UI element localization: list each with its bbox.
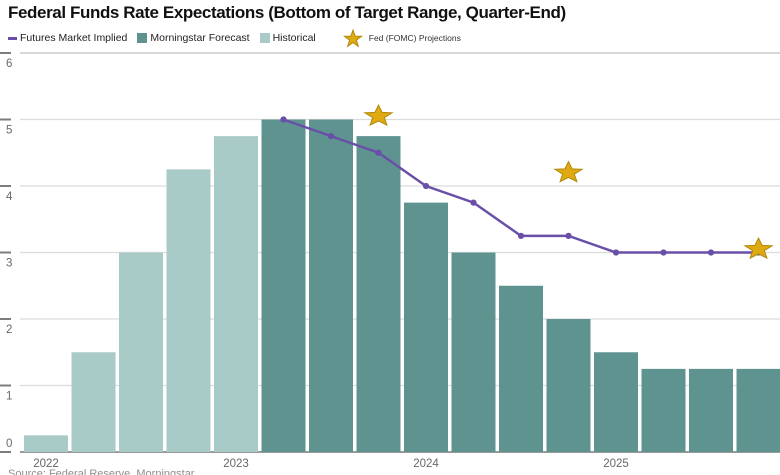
bar-2024-q2	[451, 252, 496, 452]
legend-label: Morningstar Forecast	[150, 32, 250, 44]
chart-title: Federal Funds Rate Expectations (Bottom …	[8, 3, 566, 22]
futures-point	[327, 133, 335, 140]
y-tick-label: 6	[6, 58, 12, 70]
bar-2023-q3	[309, 119, 353, 452]
futures-point	[375, 149, 382, 156]
bar-2024-q4	[546, 319, 591, 452]
fomc-star	[553, 160, 584, 183]
futures-point	[470, 199, 477, 206]
x-axis-label: 2023	[223, 458, 249, 470]
y-tick-label: 4	[6, 191, 13, 203]
legend: Futures Market Implied Morningstar Forec…	[8, 28, 461, 48]
bar-2022-q2	[71, 352, 116, 452]
square-marker-icon	[259, 33, 270, 43]
star-icon	[342, 28, 363, 48]
futures-point	[422, 182, 430, 190]
bar-2022-q4	[166, 169, 211, 452]
legend-item-morningstar-forecast: Morningstar Forecast	[137, 32, 250, 44]
bar-2023-q2	[261, 119, 306, 452]
line-marker-icon	[8, 36, 17, 40]
y-tick-label: 2	[6, 324, 12, 336]
y-tick-label: 0	[6, 438, 12, 450]
fomc-star	[363, 103, 394, 127]
fomc-star	[743, 236, 774, 260]
legend-label: Historical	[272, 32, 316, 44]
futures-point	[612, 249, 620, 256]
legend-label: Fed (FOMC) Projections	[368, 33, 461, 43]
futures-point	[565, 232, 572, 239]
bar-2025-q3	[689, 368, 733, 452]
futures-point	[707, 249, 715, 256]
bar-2022-q3	[119, 252, 163, 452]
bar-2022-q1	[24, 435, 68, 452]
bar-2024-q1	[404, 202, 448, 452]
y-tick-label: 5	[6, 125, 12, 137]
legend-item-futures-market-implied: Futures Market Implied	[8, 32, 127, 44]
y-tick-label: 3	[6, 258, 12, 270]
legend-label: Futures Market Implied	[20, 32, 128, 44]
futures-point	[660, 249, 667, 256]
x-axis-label: 2022	[33, 458, 59, 470]
bar-2023-q1	[214, 136, 258, 452]
x-axis-label: 2025	[603, 458, 629, 470]
futures-point	[280, 116, 287, 123]
legend-item-historical: Historical	[259, 32, 316, 44]
bar-2023-q4	[356, 136, 401, 452]
futures-point	[517, 232, 525, 239]
source-note: Source: Federal Reserve, Morningstar	[8, 468, 195, 475]
y-tick-label: 1	[6, 391, 12, 403]
bar-2025-q4	[736, 368, 780, 452]
bar-2024-q3	[499, 285, 543, 452]
bar-2025-q1	[594, 352, 638, 452]
bar-2025-q2	[641, 368, 686, 452]
x-axis-label: 2024	[413, 458, 439, 470]
legend-item-fomc-projections: Fed (FOMC) Projections	[342, 28, 461, 48]
square-marker-icon	[137, 33, 148, 43]
